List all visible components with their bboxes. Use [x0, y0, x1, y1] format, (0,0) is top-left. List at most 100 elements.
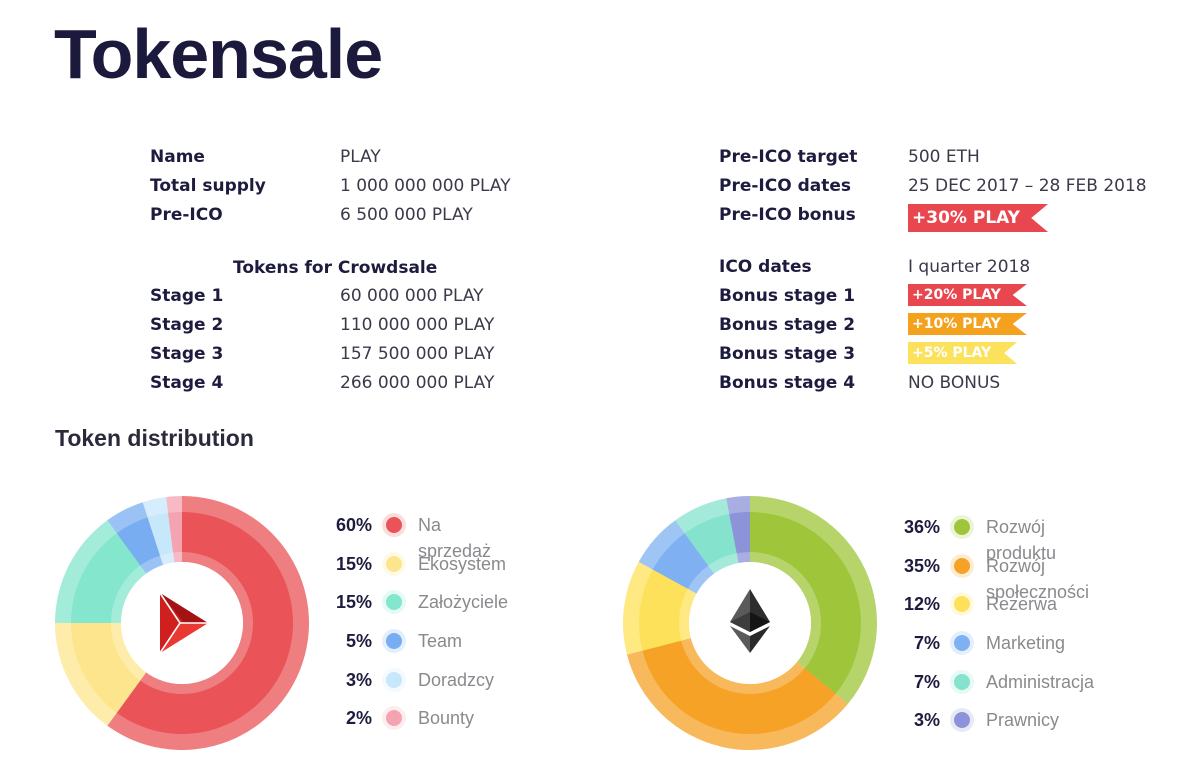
bonus-tag: +5% PLAY — [908, 342, 1018, 364]
legend-swatch — [382, 513, 406, 537]
info-value: 1 000 000 000 PLAY — [340, 176, 511, 196]
legend-label: Team — [418, 631, 463, 652]
stage-row: Stage 1 60 000 000 PLAY — [150, 286, 570, 315]
legend-label: Rozwój produktu — [986, 517, 1057, 563]
donut-slice — [642, 640, 836, 734]
legend-percent: 15% — [335, 592, 372, 613]
legend-label: Marketing — [986, 633, 1066, 654]
legend-percent: 36% — [903, 517, 940, 537]
donut-slice — [168, 512, 182, 553]
legend-percent: 2% — [345, 708, 372, 729]
stage-value: 157 500 000 PLAY — [340, 344, 495, 364]
stage-label: Stage 1 — [150, 286, 224, 306]
legend-percent: 12% — [903, 594, 940, 615]
legend-percent: 15% — [335, 553, 372, 574]
info-row-pre-ico-bonus: Pre-ICO bonus +30% PLAY — [719, 204, 1179, 234]
legend-swatch — [950, 553, 974, 578]
section-title: Token distribution — [55, 425, 254, 451]
legend-label: Doradzcy — [418, 669, 495, 690]
donut-slice — [71, 623, 141, 713]
stage-row: Stage 3 157 500 000 PLAY — [150, 344, 570, 373]
info-row-bonus-stage-2: Bonus stage 2 +10% PLAY — [719, 313, 1179, 344]
info-label: ICO dates — [719, 257, 812, 277]
legend-swatch — [950, 515, 974, 539]
info-label: Bonus stage 4 — [719, 373, 856, 393]
page-title: Tokensale — [54, 15, 383, 93]
info-value: 25 DEC 2017 – 28 FEB 2018 — [908, 176, 1147, 196]
info-row-name: Name PLAY — [150, 147, 570, 176]
stage-value: 60 000 000 PLAY — [340, 286, 484, 306]
legend-swatch — [950, 631, 974, 656]
info-label: Pre-ICO dates — [719, 176, 852, 196]
donut-slice — [147, 512, 174, 556]
stage-row: Stage 4 266 000 000 PLAY — [150, 373, 570, 402]
legend-percent: 7% — [913, 633, 940, 654]
legend-label: Prawnicy — [986, 710, 1060, 731]
info-row-pre-ico-dates: Pre-ICO dates 25 DEC 2017 – 28 FEB 2018 — [719, 176, 1179, 205]
bonus-tag: +30% PLAY — [908, 204, 1048, 232]
fund-allocation-donut — [623, 496, 877, 750]
stage-label: Stage 4 — [150, 373, 224, 393]
info-value: NO BONUS — [908, 373, 1001, 393]
play-logo-icon — [159, 592, 208, 654]
legend-swatch — [382, 629, 406, 654]
info-row-bonus-stage-1: Bonus stage 1 +20% PLAY — [719, 284, 1179, 315]
bonus-tag: +10% PLAY — [908, 313, 1027, 335]
stage-value: 110 000 000 PLAY — [340, 315, 495, 335]
legend-percent: 3% — [345, 669, 372, 690]
legend-label: Założyciele — [418, 592, 509, 613]
info-row-total-supply: Total supply 1 000 000 000 PLAY — [150, 176, 570, 205]
legend-label: Rezerwa — [986, 594, 1058, 615]
donut-slice — [116, 512, 294, 734]
info-row-pre-ico: Pre-ICO 6 500 000 PLAY — [150, 205, 570, 234]
legend-percent: 35% — [903, 555, 940, 576]
info-row-bonus-stage-4: Bonus stage 4 NO BONUS — [719, 373, 1179, 402]
token-distribution-donut — [55, 496, 309, 750]
info-value: PLAY — [340, 147, 381, 167]
legend-swatch — [950, 592, 974, 617]
donut-slice — [652, 533, 709, 589]
legend-swatch — [382, 590, 406, 615]
stage-value: 266 000 000 PLAY — [340, 373, 495, 393]
legend-swatch — [382, 551, 406, 576]
donut-slice — [684, 513, 737, 566]
stage-row: Stage 2 110 000 000 PLAY — [150, 315, 570, 344]
legend-swatch — [382, 667, 406, 692]
token-info-left: Name PLAY Total supply 1 000 000 000 PLA… — [150, 147, 570, 234]
legend-percent: 5% — [345, 631, 372, 652]
crowdsale-heading: Tokens for Crowdsale — [233, 258, 438, 278]
ethereum-icon — [730, 589, 770, 653]
legend-swatch — [382, 706, 406, 731]
info-row-pre-ico-target: Pre-ICO target 500 ETH — [719, 147, 1179, 176]
legend-label: Administracja — [986, 671, 1095, 692]
info-row-ico-dates: ICO dates I quarter 2018 — [719, 257, 1179, 286]
info-row-bonus-stage-3: Bonus stage 3 +5% PLAY — [719, 342, 1179, 373]
donut-slice — [639, 569, 688, 651]
legend-label: Na sprzedaż — [418, 515, 492, 561]
bonus-tag: +20% PLAY — [908, 284, 1027, 306]
legend-label: Bounty — [418, 708, 475, 729]
info-label: Bonus stage 2 — [719, 315, 856, 335]
legend-percent: 60% — [335, 515, 372, 535]
info-label: Pre-ICO target — [719, 147, 858, 167]
stage-label: Stage 2 — [150, 315, 224, 335]
token-info-right: Pre-ICO target 500 ETH Pre-ICO dates 25 … — [719, 147, 1179, 402]
info-label: Bonus stage 3 — [719, 344, 856, 364]
stage-label: Stage 3 — [150, 344, 224, 364]
crowdsale-stages: Stage 1 60 000 000 PLAY Stage 2 110 000 … — [150, 286, 570, 402]
info-value: I quarter 2018 — [908, 257, 1031, 277]
legend-percent: 7% — [913, 671, 940, 692]
donut-slice — [116, 517, 161, 566]
legend-percent: 3% — [913, 710, 940, 731]
info-label: Bonus stage 1 — [719, 286, 856, 306]
donut-slice — [71, 533, 141, 623]
info-label: Pre-ICO bonus — [719, 205, 856, 225]
legend-label: Ekosystem — [418, 553, 507, 574]
info-label: Total supply — [150, 176, 266, 196]
legend-swatch — [950, 669, 974, 694]
donut-slice — [750, 512, 861, 694]
info-value: 500 ETH — [908, 147, 980, 167]
legend-label: Rozwój społeczności — [986, 555, 1090, 602]
legend-swatch — [950, 708, 974, 733]
info-label: Name — [150, 147, 205, 167]
